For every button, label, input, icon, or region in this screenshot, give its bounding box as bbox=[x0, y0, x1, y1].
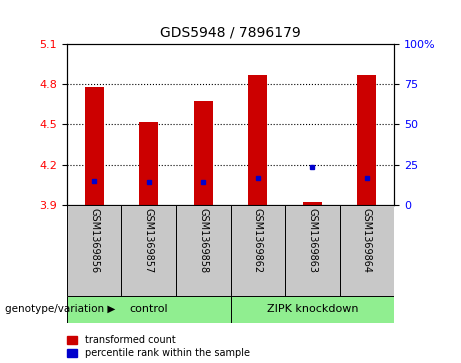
Text: GSM1369863: GSM1369863 bbox=[307, 208, 317, 273]
Text: control: control bbox=[130, 305, 168, 314]
Title: GDS5948 / 7896179: GDS5948 / 7896179 bbox=[160, 26, 301, 40]
Bar bbox=[248, 74, 267, 205]
Bar bbox=[84, 87, 104, 205]
Text: GSM1369857: GSM1369857 bbox=[144, 208, 154, 273]
Legend: transformed count, percentile rank within the sample: transformed count, percentile rank withi… bbox=[67, 335, 249, 358]
Bar bbox=[176, 205, 230, 296]
Text: GSM1369858: GSM1369858 bbox=[198, 208, 208, 273]
Bar bbox=[67, 296, 230, 323]
Text: GSM1369862: GSM1369862 bbox=[253, 208, 263, 273]
Text: genotype/variation ▶: genotype/variation ▶ bbox=[5, 305, 115, 314]
Bar bbox=[139, 122, 158, 205]
Bar bbox=[357, 74, 377, 205]
Bar bbox=[230, 296, 394, 323]
Text: GSM1369856: GSM1369856 bbox=[89, 208, 99, 273]
Bar bbox=[121, 205, 176, 296]
Bar bbox=[194, 101, 213, 205]
Bar bbox=[67, 205, 121, 296]
Text: ZIPK knockdown: ZIPK knockdown bbox=[266, 305, 358, 314]
Bar bbox=[340, 205, 394, 296]
Bar bbox=[285, 205, 340, 296]
Bar bbox=[303, 203, 322, 205]
Text: GSM1369864: GSM1369864 bbox=[362, 208, 372, 273]
Bar bbox=[230, 205, 285, 296]
